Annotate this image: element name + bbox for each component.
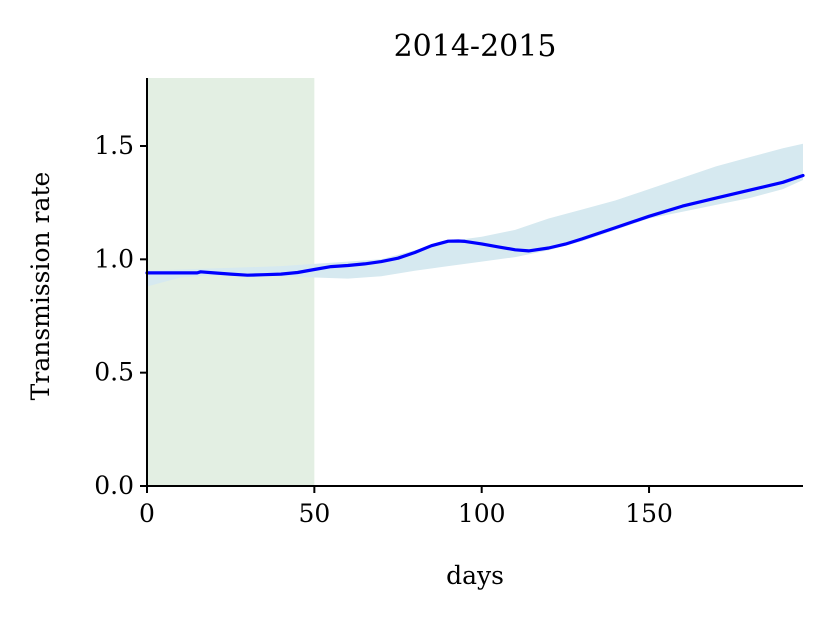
y-tick-label: 1.0 — [94, 244, 134, 273]
shaded-region — [147, 78, 315, 486]
y-tick-label: 1.5 — [94, 131, 134, 160]
x-tick-label: 150 — [625, 499, 673, 528]
x-tick-label: 100 — [458, 499, 506, 528]
series-line-0 — [145, 173, 805, 277]
x-tick-label: 50 — [298, 499, 330, 528]
y-axis-label: Transmission rate — [26, 172, 55, 401]
plot-area — [145, 78, 805, 486]
x-tick-label: 0 — [139, 499, 155, 528]
axes: 0 50 100 150 0.0 0.5 1.0 1.5 — [94, 78, 803, 528]
x-axis-label: days — [446, 561, 504, 590]
y-tick-label: 0.5 — [94, 358, 134, 387]
chart-title: 2014-2015 — [394, 29, 557, 64]
y-tick-label: 0.0 — [94, 471, 134, 500]
